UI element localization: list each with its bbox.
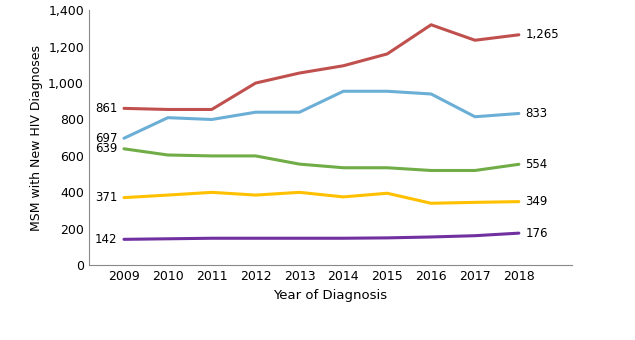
Text: 142: 142: [95, 233, 117, 246]
Text: 639: 639: [95, 142, 117, 155]
Y-axis label: MSM with New HIV Diagnoses: MSM with New HIV Diagnoses: [30, 45, 43, 231]
Text: 554: 554: [525, 158, 547, 171]
Text: 697: 697: [95, 132, 117, 145]
Text: 371: 371: [95, 191, 117, 204]
Text: 176: 176: [525, 227, 548, 240]
Text: 861: 861: [95, 102, 117, 115]
Text: 1,265: 1,265: [525, 28, 559, 41]
Text: 349: 349: [525, 195, 548, 208]
Text: 833: 833: [525, 107, 547, 120]
X-axis label: Year of Diagnosis: Year of Diagnosis: [273, 289, 387, 302]
